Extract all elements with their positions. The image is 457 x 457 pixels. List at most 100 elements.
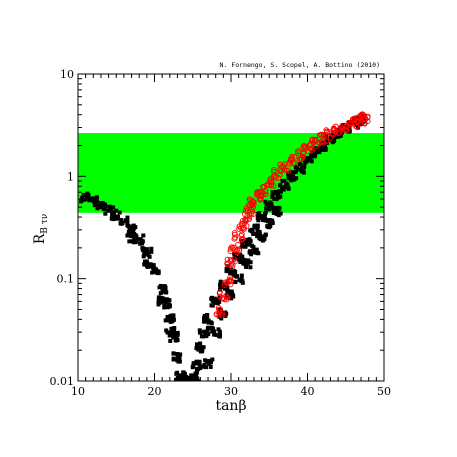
point-0-31 xyxy=(235,251,240,256)
point-0-15 xyxy=(176,377,181,381)
point-0-8 xyxy=(140,246,145,251)
point-0-28 xyxy=(212,296,217,301)
point-0-26 xyxy=(197,328,202,333)
point-0-21 xyxy=(187,383,191,387)
x-tick-label: 40 xyxy=(301,385,315,398)
point-0-21 xyxy=(179,377,184,381)
point-1-18 xyxy=(310,140,317,146)
point-0-24 xyxy=(193,360,198,365)
point-1-3 xyxy=(224,261,231,268)
point-0-42 xyxy=(321,147,326,152)
point-0-8 xyxy=(149,249,154,254)
point-0-57 xyxy=(272,207,277,212)
point-0-7 xyxy=(141,233,146,238)
point-0-43 xyxy=(329,132,334,137)
point-0-2 xyxy=(97,202,102,207)
point-0-28 xyxy=(209,295,214,300)
point-1-6 xyxy=(239,225,246,232)
point-1-9 xyxy=(249,198,256,205)
point-0-1 xyxy=(92,203,97,208)
point-0-1 xyxy=(94,197,99,202)
point-0-20 xyxy=(182,383,186,387)
point-0-31 xyxy=(238,253,243,258)
point-0-3 xyxy=(102,205,107,210)
point-0-17 xyxy=(148,262,153,267)
point-0-15 xyxy=(174,377,179,381)
point-0-6 xyxy=(131,226,136,231)
point-0-14 xyxy=(178,352,183,357)
point-0-41 xyxy=(315,148,320,153)
point-0-4 xyxy=(112,210,117,215)
point-0-53 xyxy=(244,264,249,269)
point-0-55 xyxy=(263,232,268,237)
point-1-21 xyxy=(330,126,337,132)
point-0-17 xyxy=(145,262,150,267)
point-0-32 xyxy=(245,237,250,242)
reference-band xyxy=(78,133,384,213)
point-0-23 xyxy=(191,375,196,380)
point-0-53 xyxy=(246,258,251,263)
point-0-51 xyxy=(229,289,234,294)
point-0-36 xyxy=(274,197,279,202)
point-1-7 xyxy=(239,218,246,224)
point-0-2 xyxy=(95,206,100,211)
point-0-16 xyxy=(129,239,134,244)
point-0-49 xyxy=(212,331,217,336)
point-0-35 xyxy=(268,200,273,205)
point-1-3 xyxy=(228,260,235,267)
point-1-17 xyxy=(301,143,308,149)
point-0-12 xyxy=(171,317,176,322)
point-0-45 xyxy=(347,128,352,133)
point-0-31 xyxy=(232,251,237,256)
point-1-14 xyxy=(278,168,285,174)
x-tick-label: 50 xyxy=(377,385,391,398)
point-1-18 xyxy=(309,137,315,143)
point-1-6 xyxy=(238,225,244,231)
point-0-55 xyxy=(258,237,263,242)
point-0-25 xyxy=(195,344,200,349)
point-0-11 xyxy=(166,298,171,303)
point-0-51 xyxy=(226,291,231,296)
point-0-57 xyxy=(276,211,281,216)
point-0-12 xyxy=(170,313,175,318)
point-0-33 xyxy=(255,228,260,233)
point-1-3 xyxy=(231,256,238,263)
axis-ticks xyxy=(77,74,385,382)
point-0-56 xyxy=(270,220,275,225)
point-0-24 xyxy=(191,361,196,366)
point-1-4 xyxy=(235,241,241,248)
y-axis-label-group: RB τν xyxy=(32,214,50,244)
point-0-31 xyxy=(236,256,241,261)
y-tick-label: 0.1 xyxy=(57,273,75,286)
point-0-22 xyxy=(191,381,195,385)
point-1-17 xyxy=(309,147,315,154)
point-0-56 xyxy=(263,218,268,223)
point-0-33 xyxy=(249,227,254,232)
point-0-32 xyxy=(240,241,245,246)
point-0-52 xyxy=(233,280,238,285)
point-0-0 xyxy=(84,196,89,201)
point-1-20 xyxy=(326,129,333,135)
point-1-14 xyxy=(277,161,283,168)
point-0-33 xyxy=(251,232,256,237)
point-0-41 xyxy=(309,150,314,155)
point-1-25 xyxy=(360,112,366,118)
point-0-39 xyxy=(299,166,304,171)
point-0-43 xyxy=(325,138,330,143)
point-0-45 xyxy=(344,123,349,128)
point-0-13 xyxy=(175,332,180,337)
point-0-12 xyxy=(165,318,170,323)
point-0-23 xyxy=(189,373,194,378)
point-0-3 xyxy=(102,203,107,208)
point-0-34 xyxy=(257,210,262,215)
point-0-37 xyxy=(285,183,290,188)
point-0-53 xyxy=(248,265,253,270)
point-0-34 xyxy=(259,213,264,218)
point-0-36 xyxy=(270,194,275,199)
point-1-25 xyxy=(357,112,364,119)
point-1-13 xyxy=(270,173,277,180)
point-0-12 xyxy=(169,316,174,321)
point-0-27 xyxy=(202,313,207,318)
point-0-16 xyxy=(127,239,132,244)
